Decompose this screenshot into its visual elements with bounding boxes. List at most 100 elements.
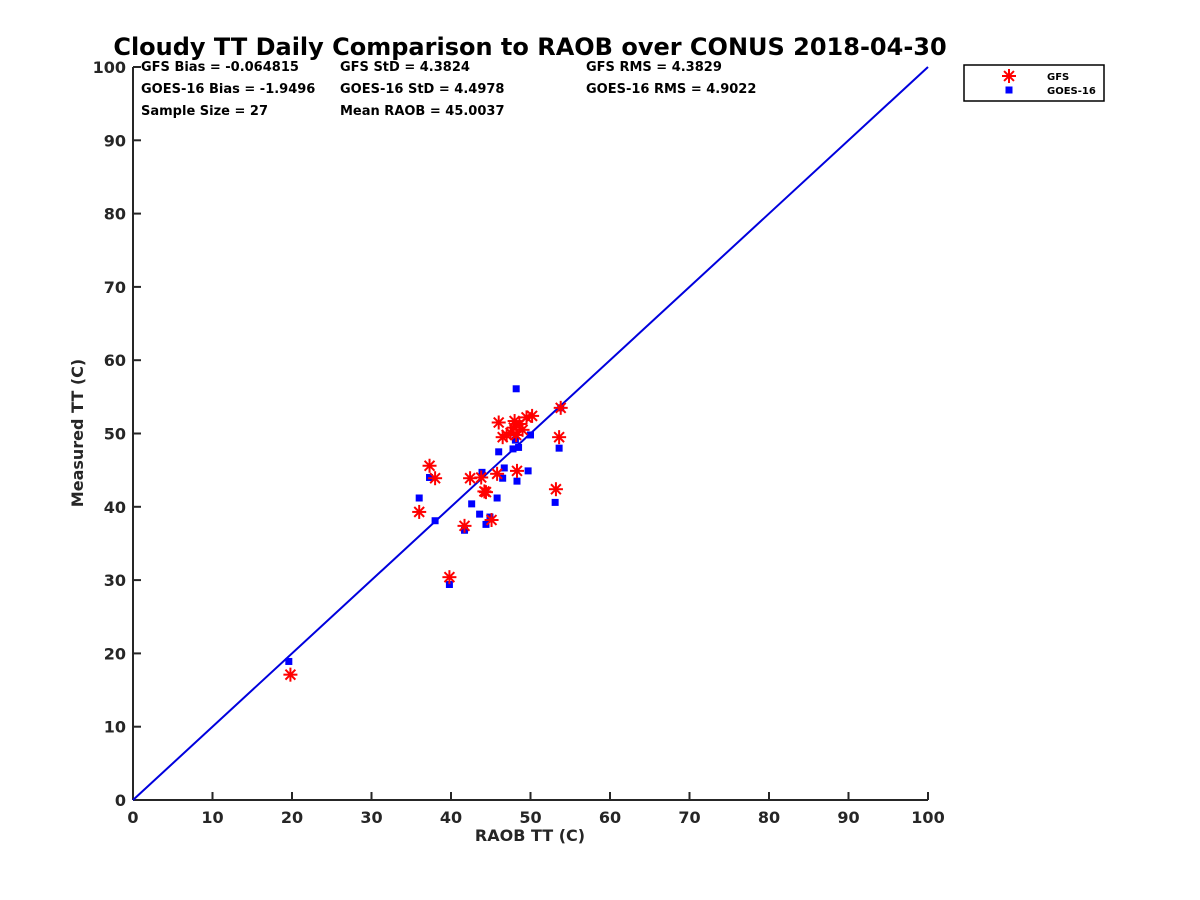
goes-16-point xyxy=(555,444,563,452)
gfs-point xyxy=(509,463,524,478)
stat-gfs-std: GFS StD = 4.3824 xyxy=(340,60,470,75)
goes-16-point xyxy=(495,448,503,456)
x-axis-label: RAOB TT (C) xyxy=(475,826,585,845)
y-axis-label: Measured TT (C) xyxy=(68,359,87,507)
asterisk-stroke xyxy=(493,416,505,429)
goes-16-point xyxy=(500,464,508,472)
asterisk-stroke xyxy=(550,483,562,495)
asterisk-stroke xyxy=(520,411,533,424)
asterisk-stroke xyxy=(464,472,476,484)
asterisk-stroke xyxy=(475,471,487,484)
gfs-point xyxy=(484,512,499,527)
asterisk-stroke xyxy=(423,460,436,472)
gfs-point xyxy=(422,458,437,473)
goes-16-point xyxy=(551,498,559,506)
asterisk-stroke xyxy=(443,571,456,583)
legend-gfs-marker xyxy=(1002,69,1016,83)
y-tick-label: 30 xyxy=(104,571,126,590)
goes-16-point xyxy=(415,494,423,502)
goes-16-point xyxy=(524,467,532,475)
goes-16-point xyxy=(431,517,439,525)
stats-panel: GFS Bias = -0.064815 GFS StD = 4.3824 GF… xyxy=(141,60,756,119)
asterisk-stroke xyxy=(491,468,503,480)
stat-goes-bias: GOES-16 Bias = -1.9496 xyxy=(141,82,315,97)
x-tick-label: 0 xyxy=(127,808,138,827)
goes-16-point xyxy=(509,445,517,453)
x-tick-label: 80 xyxy=(758,808,780,827)
stat-sample-size: Sample Size = 27 xyxy=(141,104,268,119)
legend-box xyxy=(963,64,1105,102)
legend: GFS GOES-16 xyxy=(963,64,1105,102)
gfs-point xyxy=(491,415,506,430)
goes-16-point xyxy=(493,494,501,502)
y-tick-label: 0 xyxy=(115,791,126,810)
x-tick-label: 50 xyxy=(519,808,541,827)
goes-16-point xyxy=(476,510,484,518)
gfs-point xyxy=(525,408,540,423)
gfs-point xyxy=(428,471,443,486)
asterisk-stroke xyxy=(458,520,471,532)
gfs-point xyxy=(474,470,489,485)
y-tick-label: 70 xyxy=(104,278,126,297)
gfs-point xyxy=(412,504,427,519)
x-tick-label: 10 xyxy=(201,808,223,827)
x-tick-label: 90 xyxy=(837,808,859,827)
asterisk-stroke xyxy=(485,514,498,526)
y-tick-label: 100 xyxy=(93,58,126,77)
legend-label: GFS xyxy=(1047,72,1069,83)
goes-16-point xyxy=(512,385,520,393)
x-tick-label: 60 xyxy=(599,808,621,827)
x-tick-label: 40 xyxy=(440,808,462,827)
gfs-point xyxy=(548,482,563,497)
y-tick-label: 60 xyxy=(104,351,126,370)
y-tick-label: 10 xyxy=(104,718,126,737)
legend-goes-16-marker xyxy=(1005,86,1013,94)
gfs-point xyxy=(457,518,472,533)
stat-mean-raob: Mean RAOB = 45.0037 xyxy=(340,104,505,119)
x-tick-label: 70 xyxy=(678,808,700,827)
y-tick-label: 20 xyxy=(104,644,126,663)
y-tick-label: 80 xyxy=(104,205,126,224)
goes-16-point xyxy=(515,443,523,451)
goes-16-point xyxy=(285,657,293,665)
gfs-point xyxy=(515,422,530,437)
asterisk-stroke xyxy=(284,669,297,681)
x-tick-label: 30 xyxy=(360,808,382,827)
goes-16-point xyxy=(445,580,453,588)
asterisk-stroke xyxy=(526,410,538,422)
x-tick-label: 100 xyxy=(911,808,944,827)
y-tick-label: 90 xyxy=(104,131,126,150)
gfs-point xyxy=(442,570,457,585)
axes: 0 10 20 30 40 50 60 70 80 90 100 0 10 20 30 40 50 60 70 80 9… xyxy=(93,58,945,827)
stat-goes-rms: GOES-16 RMS = 4.9022 xyxy=(586,82,756,97)
x-tick-label: 20 xyxy=(281,808,303,827)
asterisk-stroke xyxy=(555,402,567,414)
y-tick-label: 50 xyxy=(104,425,126,444)
series-gfs xyxy=(283,400,568,682)
goes-16-point xyxy=(482,520,490,528)
gfs-point xyxy=(283,667,298,682)
stat-gfs-bias: GFS Bias = -0.064815 xyxy=(141,60,299,75)
asterisk-stroke xyxy=(429,472,441,484)
legend-label: GOES-16 xyxy=(1047,86,1096,97)
asterisk-stroke xyxy=(511,465,523,477)
asterisk-stroke xyxy=(516,424,529,436)
asterisk-stroke xyxy=(480,486,492,498)
y-tick-label: 40 xyxy=(104,498,126,517)
goes-16-point xyxy=(468,500,476,508)
gfs-point xyxy=(478,485,493,500)
asterisk-stroke xyxy=(413,506,425,518)
asterisk-stroke xyxy=(553,431,565,443)
goes-16-point xyxy=(499,474,507,482)
stat-goes-std: GOES-16 StD = 4.4978 xyxy=(340,82,504,97)
gfs-point xyxy=(553,400,568,415)
goes-16-point xyxy=(513,477,521,485)
gfs-point xyxy=(490,466,505,481)
goes-16-point xyxy=(527,431,534,439)
asterisk-stroke xyxy=(1003,70,1015,82)
data-points xyxy=(283,385,568,682)
chart-title: Cloudy TT Daily Comparison to RAOB over … xyxy=(113,33,946,61)
stat-gfs-rms: GFS RMS = 4.3829 xyxy=(586,60,722,75)
gfs-point xyxy=(552,430,567,445)
